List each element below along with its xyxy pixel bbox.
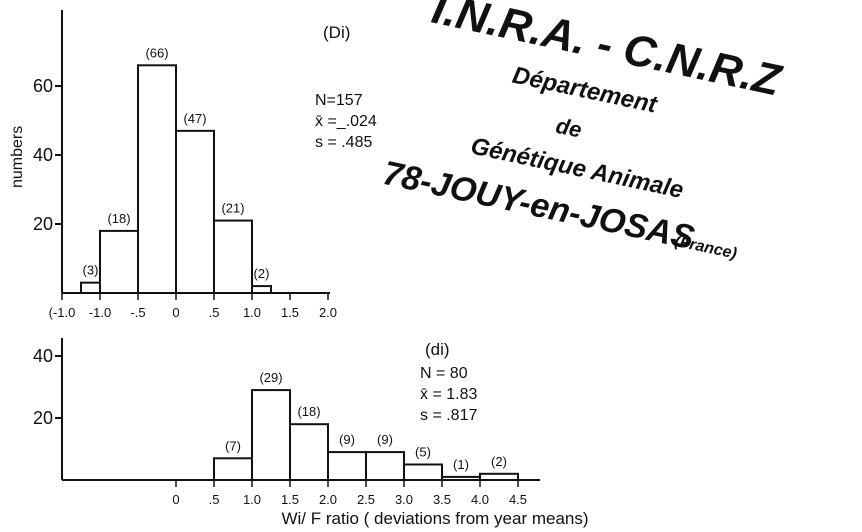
top-x-tick-label-6: 1.5 xyxy=(281,305,299,320)
bottom-bar-label-4: (9) xyxy=(377,432,393,447)
bottom-panel-label: (di) xyxy=(425,340,450,359)
top-panel-label: (Di) xyxy=(323,23,350,42)
top-histogram-panel: 20 40 60 (-1.0 -1.0 -.5 0 .5 1.0 1.5 2.0 (3) (18) (66… xyxy=(9,10,377,320)
top-x-tick-label-2: -.5 xyxy=(130,305,145,320)
bottom-bar-label-6: (1) xyxy=(453,457,469,472)
bottom-x-tick-label-2: 1.0 xyxy=(243,492,261,507)
top-bar-label-1: (18) xyxy=(107,211,130,226)
top-bar-4 xyxy=(213,219,253,294)
stamp-line-3: de xyxy=(554,113,584,143)
top-stat-2: s = .485 xyxy=(315,134,372,151)
bottom-x-axis-label: Wi/ F ratio ( deviations from year means… xyxy=(281,509,588,528)
bottom-bar-0 xyxy=(213,457,253,481)
top-bar-label-4: (21) xyxy=(221,201,244,216)
top-x-tick-label-4: .5 xyxy=(209,305,220,320)
bottom-bar-5 xyxy=(403,463,443,481)
bottom-x-tick-label-3: 1.5 xyxy=(281,492,299,507)
bottom-x-tick-label-0: 0 xyxy=(172,492,179,507)
top-bar-5 xyxy=(251,285,272,295)
top-stat-1: x̄ =_.024 xyxy=(315,113,377,130)
top-x-tick-label-5: 1.0 xyxy=(243,305,261,320)
bottom-bar-4 xyxy=(365,451,405,482)
bottom-x-tick-label-9: 4.5 xyxy=(509,492,527,507)
top-bar-3 xyxy=(175,129,215,294)
bottom-stat-0: N = 80 xyxy=(420,365,468,382)
bottom-bar-6 xyxy=(441,475,481,481)
bottom-bar-7 xyxy=(479,472,519,481)
top-bar-2 xyxy=(137,64,177,294)
top-bar-label-5: (2) xyxy=(254,266,270,281)
bottom-x-tick-label-7: 3.5 xyxy=(433,492,451,507)
top-y-tick-label-0: 20 xyxy=(33,214,53,234)
top-y-axis-label: numbers xyxy=(9,126,26,188)
bottom-x-tick-label-1: .5 xyxy=(209,492,220,507)
stamp-line-6: (France) xyxy=(673,233,738,263)
bottom-bar-2 xyxy=(289,423,329,482)
bottom-y-tick-label-1: 40 xyxy=(33,346,53,366)
bottom-y-tick-label-0: 20 xyxy=(33,408,53,428)
top-bar-label-3: (47) xyxy=(183,111,206,126)
bottom-bar-label-1: (29) xyxy=(259,370,282,385)
bottom-x-tick-label-8: 4.0 xyxy=(471,492,489,507)
top-bar-label-2: (66) xyxy=(145,45,168,60)
bottom-bar-3 xyxy=(327,451,367,482)
bottom-x-tick-label-6: 3.0 xyxy=(395,492,413,507)
bottom-stat-2: s = .817 xyxy=(420,407,477,424)
inra-stamp: I.N.R.A. - C.N.R.Z Département de Généti… xyxy=(380,0,787,263)
bottom-histogram-panel: 20 40 0 .5 1.0 1.5 2.0 2.5 3.0 3.5 4.0 4.5 (7) (29) (1… xyxy=(33,338,589,528)
top-bar-1 xyxy=(99,229,139,294)
top-y-tick-label-1: 40 xyxy=(33,145,53,165)
bottom-stat-1: x̄ = 1.83 xyxy=(420,386,477,403)
top-stat-0: N=157 xyxy=(315,92,363,109)
bottom-x-tick-label-4: 2.0 xyxy=(319,492,337,507)
bottom-bar-label-7: (2) xyxy=(491,454,507,469)
bottom-bar-1 xyxy=(251,389,291,482)
top-x-tick-label-7: 2.0 xyxy=(319,305,337,320)
bottom-bar-label-3: (9) xyxy=(339,432,355,447)
top-y-tick-label-2: 60 xyxy=(33,76,53,96)
bottom-x-tick-label-5: 2.5 xyxy=(357,492,375,507)
top-bar-label-0: (3) xyxy=(83,263,99,278)
top-bar-0 xyxy=(80,281,101,294)
bottom-bar-label-5: (5) xyxy=(415,445,431,460)
top-x-tick-label-3: 0 xyxy=(172,305,179,320)
bottom-bar-label-0: (7) xyxy=(225,438,241,453)
bottom-bar-label-2: (18) xyxy=(297,404,320,419)
top-x-tick-label-0: (-1.0 xyxy=(49,305,76,320)
top-x-tick-label-1: -1.0 xyxy=(89,305,111,320)
